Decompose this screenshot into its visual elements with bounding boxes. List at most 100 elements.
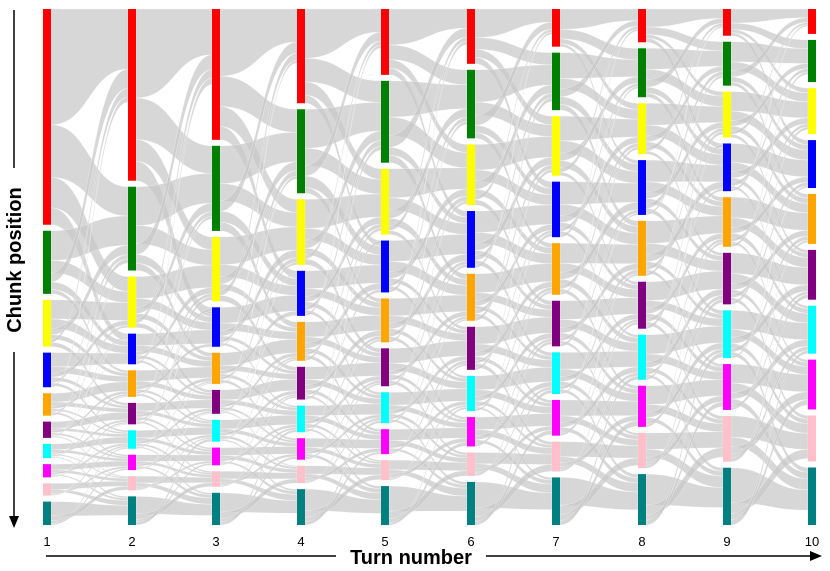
chunk-node	[128, 454, 136, 471]
chunk-node	[381, 348, 389, 387]
chunk-node	[212, 307, 220, 347]
chunk-node	[638, 474, 646, 525]
turn-tick-label: 1	[43, 534, 50, 549]
x-axis-arrowhead	[810, 551, 822, 561]
y-axis-arrowhead	[9, 516, 19, 528]
chunk-node	[43, 483, 51, 496]
chunk-node	[467, 326, 475, 370]
x-axis-title: Turn number	[350, 547, 472, 569]
chunk-node	[297, 109, 305, 194]
chunk-node	[43, 352, 51, 388]
chunk-node	[128, 496, 136, 525]
chunk-node	[467, 273, 475, 321]
turn-tick-label: 10	[805, 534, 819, 549]
chunk-node	[128, 333, 136, 365]
chunk-node	[467, 375, 475, 412]
chunk-node	[638, 9, 646, 43]
chunk-node	[467, 417, 475, 447]
chunk-node	[381, 168, 389, 235]
flow-link	[50, 468, 129, 524]
chunk-node	[212, 9, 220, 140]
chunk-node	[212, 471, 220, 487]
turn-tick-label: 8	[638, 534, 645, 549]
chunk-node	[467, 211, 475, 268]
chunk-node	[723, 467, 731, 525]
chunk-node	[552, 52, 560, 111]
chunk-node	[638, 160, 646, 215]
chunk-node	[43, 299, 51, 347]
flow-link	[388, 427, 468, 441]
chunk-nodes	[43, 9, 816, 525]
chunk-node	[128, 9, 136, 181]
chunk-node	[808, 415, 816, 462]
chunk-node	[808, 39, 816, 83]
chunk-node	[808, 140, 816, 189]
chunk-node	[43, 421, 51, 438]
turn-tick-label: 5	[381, 534, 388, 549]
chunk-node	[723, 197, 731, 247]
chunk-node	[808, 9, 816, 34]
flow-link	[559, 273, 639, 436]
turn-tick-label: 2	[128, 534, 135, 549]
chunk-node	[297, 270, 305, 316]
chunk-node	[467, 69, 475, 139]
chunk-node	[212, 236, 220, 302]
turn-tick-label: 3	[212, 534, 219, 549]
chunk-node	[297, 321, 305, 361]
chunk-node	[467, 481, 475, 525]
chunk-node	[381, 429, 389, 455]
chunk-node	[808, 359, 816, 410]
flow-link	[135, 454, 213, 462]
chunk-node	[381, 80, 389, 163]
chunk-node	[381, 9, 389, 75]
chunk-node	[638, 281, 646, 329]
chunk-node	[808, 249, 816, 300]
flow-link	[474, 413, 553, 430]
chunk-node	[381, 298, 389, 343]
chunk-node	[723, 415, 731, 462]
chunk-node	[723, 364, 731, 410]
chunk-node	[638, 48, 646, 98]
chunk-node	[297, 438, 305, 460]
chunk-node	[128, 430, 136, 449]
chunk-node	[297, 489, 305, 525]
chunk-node	[212, 145, 220, 231]
chunk-node	[297, 199, 305, 265]
chunk-node	[297, 9, 305, 104]
flow-links	[50, 8, 809, 526]
chunk-node	[212, 352, 220, 384]
chunk-node	[808, 305, 816, 354]
chunk-node	[212, 447, 220, 466]
chunk-node	[552, 477, 560, 525]
chunk-node	[638, 103, 646, 155]
chunk-node	[723, 143, 731, 192]
chunk-node	[128, 402, 136, 425]
chunk-node	[552, 181, 560, 238]
chunk-node	[552, 352, 560, 394]
chunk-node	[552, 300, 560, 347]
chunk-node	[43, 464, 51, 478]
chunk-node	[43, 9, 51, 225]
chunk-node	[381, 460, 389, 481]
chunk-node	[552, 441, 560, 472]
chunk-node	[638, 432, 646, 469]
chunk-node	[808, 88, 816, 135]
flow-link	[559, 181, 639, 205]
chunk-node	[467, 9, 475, 64]
chunk-node	[212, 492, 220, 525]
chunk-node	[552, 116, 560, 176]
chunk-node	[212, 419, 220, 442]
chunk-node	[552, 243, 560, 295]
chunk-node	[297, 366, 305, 400]
flow-link	[645, 188, 724, 323]
flow-link	[304, 403, 382, 416]
flow-link	[304, 437, 382, 449]
chunk-node	[43, 230, 51, 294]
chunk-node	[212, 389, 220, 414]
turn-tick-labels: 1 2 3 4 5 6 7 8 9 10	[43, 534, 819, 549]
chunk-node	[808, 467, 816, 525]
chunk-node	[381, 392, 389, 424]
chunk-node	[552, 9, 560, 47]
chunk-node	[381, 240, 389, 293]
